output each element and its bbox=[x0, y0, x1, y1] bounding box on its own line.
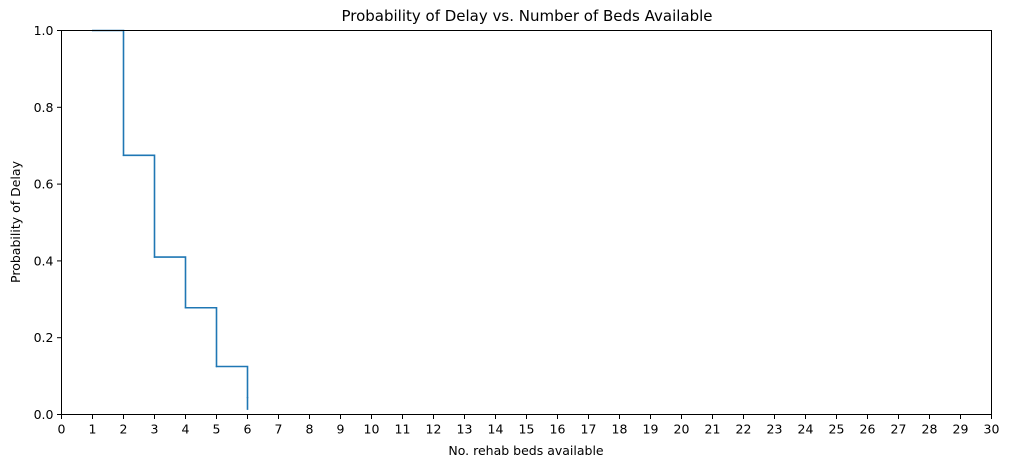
x-tick-label: 5 bbox=[213, 422, 221, 437]
y-tick-label: 0.6 bbox=[34, 177, 54, 192]
x-tick-label: 14 bbox=[488, 422, 504, 437]
x-axis-label: No. rehab beds available bbox=[448, 443, 604, 458]
chart-title: Probability of Delay vs. Number of Beds … bbox=[341, 7, 712, 25]
x-tick-label: 9 bbox=[337, 422, 345, 437]
x-tick-label: 25 bbox=[829, 422, 845, 437]
plot-frame bbox=[61, 30, 992, 415]
y-tick-label: 1.0 bbox=[34, 23, 54, 38]
x-tick-label: 24 bbox=[798, 422, 814, 437]
x-tick-label: 3 bbox=[151, 422, 159, 437]
x-tick-label: 10 bbox=[364, 422, 380, 437]
y-tick-label: 0.2 bbox=[34, 330, 54, 345]
x-tick-label: 6 bbox=[244, 422, 252, 437]
x-tick-label: 19 bbox=[643, 422, 659, 437]
x-tick-label: 11 bbox=[395, 422, 411, 437]
y-axis-label: Probability of Delay bbox=[8, 160, 23, 283]
data-point bbox=[153, 256, 156, 258]
x-tick-label: 28 bbox=[922, 422, 938, 437]
x-tick-label: 15 bbox=[519, 422, 535, 437]
x-tick-label: 12 bbox=[426, 422, 442, 437]
x-tick-label: 13 bbox=[457, 422, 473, 437]
data-point bbox=[246, 396, 249, 399]
x-tick-label: 18 bbox=[612, 422, 628, 437]
x-tick-label: 2 bbox=[120, 422, 128, 437]
x-tick-label: 8 bbox=[306, 422, 314, 437]
x-tick-label: 0 bbox=[58, 422, 66, 437]
y-tick-label: 0.4 bbox=[34, 253, 54, 268]
y-axis: 0.0 0.2 0.4 0.6 0.8 1.0 bbox=[34, 23, 62, 422]
data-point bbox=[122, 154, 125, 157]
x-tick-label: 17 bbox=[581, 422, 597, 437]
y-tick-label: 0.8 bbox=[34, 100, 54, 115]
x-axis: 0 1 2 3 4 5 6 7 8 9 10 11 12 13 14 15 16 17 18 19 20 21 22 23 24… bbox=[58, 414, 1000, 437]
x-tick-label: 21 bbox=[705, 422, 721, 437]
y-tick-label: 0.0 bbox=[34, 407, 54, 422]
x-tick-label: 4 bbox=[182, 422, 190, 437]
x-tick-label: 20 bbox=[674, 422, 690, 437]
data-point bbox=[215, 365, 218, 368]
x-tick-label: 1 bbox=[89, 422, 97, 437]
x-tick-label: 30 bbox=[984, 422, 1000, 437]
x-tick-label: 23 bbox=[767, 422, 783, 437]
x-tick-label: 27 bbox=[891, 422, 907, 437]
data-point bbox=[184, 306, 187, 309]
x-tick-label: 22 bbox=[736, 422, 752, 437]
x-tick-label: 26 bbox=[860, 422, 876, 437]
plot-area bbox=[91, 29, 249, 410]
x-tick-label: 29 bbox=[953, 422, 969, 437]
x-tick-label: 16 bbox=[550, 422, 566, 437]
x-tick-label: 7 bbox=[275, 422, 283, 437]
series-line-0 bbox=[92, 29, 249, 410]
